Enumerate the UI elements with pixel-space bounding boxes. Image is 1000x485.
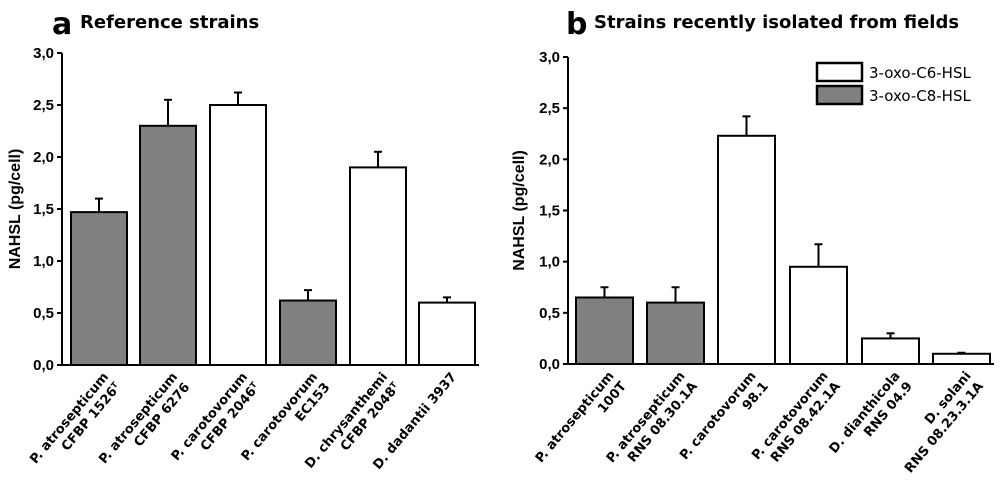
y-tick-label: 0,0 [539,356,560,373]
y-axis-label: NAHSL (pg/cell) [511,150,528,271]
y-tick-label: 0,5 [33,305,54,322]
bar [418,301,476,367]
type-strain-superscript: T [388,379,399,389]
bar [139,124,197,366]
y-tick-label: 2,5 [539,100,560,117]
y-tick-label: 3,0 [33,45,54,62]
type-strain-superscript: T [248,379,259,389]
y-axis-label: NAHSL (pg/cell) [7,149,24,270]
bar [646,301,705,366]
bar [932,352,991,365]
bar [349,166,407,366]
bar [70,211,128,366]
panel-letter: b [566,7,587,42]
category-species: P. atrosepticum [533,369,618,466]
y-tick-label: 1,0 [33,253,54,270]
y-tick-label: 0,0 [33,357,54,374]
bar [789,265,848,365]
panel-title: Strains recently isolated from fields [594,12,959,33]
panel-letter: a [52,7,72,42]
legend-swatch [815,84,864,106]
y-tick-label: 1,0 [539,254,560,271]
bar [717,134,776,365]
bar [209,104,267,366]
legend-label: 3-oxo-C8-HSL [869,87,971,105]
panel-b: b Strains recently isolated from fields NA… [511,7,994,476]
y-tick-label: 3,0 [539,49,560,66]
panel-title: Reference strains [80,12,259,33]
y-tick-label: 2,5 [33,97,54,114]
y-tick-label: 1,5 [539,203,560,220]
bar [861,337,920,365]
y-tick-label: 2,0 [539,151,560,168]
legend: 3-oxo-C6-HSL 3-oxo-C8-HSL [815,61,971,106]
bar [279,299,337,366]
panel-a: a Reference strains NAHSL (pg/cell) 0,0 0,5 1… [7,7,479,473]
legend-swatch [815,61,864,83]
legend-label: 3-oxo-C6-HSL [869,64,971,82]
bar [575,296,634,366]
type-strain-superscript: T [109,379,120,389]
y-tick-label: 0,5 [539,305,560,322]
y-tick-label: 2,0 [33,149,54,166]
y-tick-label: 1,5 [33,201,54,218]
